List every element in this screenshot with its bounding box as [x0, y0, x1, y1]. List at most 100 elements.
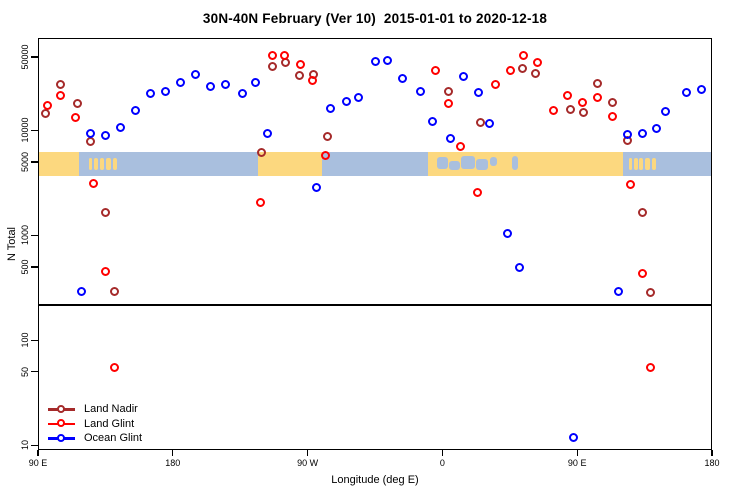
- data-point: [531, 68, 541, 78]
- map-band: [39, 152, 711, 176]
- island: [634, 157, 639, 171]
- data-point: [517, 63, 527, 73]
- island: [89, 157, 93, 171]
- data-point: [613, 286, 623, 296]
- legend-symbol-circle: [57, 419, 65, 427]
- land-segment: [428, 152, 624, 176]
- data-point: [579, 107, 589, 117]
- inland-water: [461, 155, 475, 169]
- data-point: [279, 51, 289, 61]
- legend-label: Ocean Glint: [84, 432, 143, 444]
- data-point: [505, 65, 515, 75]
- x-tick-label: 180: [165, 458, 181, 468]
- data-point: [325, 104, 335, 114]
- data-point: [427, 116, 437, 126]
- data-point: [370, 56, 380, 66]
- data-point: [592, 78, 602, 88]
- data-point: [206, 81, 216, 91]
- data-point: [472, 188, 482, 198]
- data-point: [637, 208, 647, 218]
- data-point: [445, 133, 455, 143]
- data-point: [444, 86, 454, 96]
- data-point: [116, 122, 126, 132]
- data-point: [267, 51, 277, 61]
- data-point: [237, 88, 247, 98]
- data-point: [622, 130, 632, 140]
- y-tick-mark: [31, 266, 38, 268]
- x-tick-label: 0: [439, 458, 445, 468]
- data-point: [474, 87, 484, 97]
- x-tick-label: 90 E: [28, 458, 48, 468]
- data-point: [430, 65, 440, 75]
- data-point: [86, 129, 96, 139]
- data-point: [456, 142, 466, 152]
- data-point: [146, 88, 156, 98]
- inland-water: [512, 155, 519, 170]
- data-point: [646, 363, 656, 373]
- y-tick-label: 50: [20, 366, 30, 377]
- data-point: [514, 262, 524, 272]
- island: [94, 157, 99, 171]
- data-point: [101, 267, 111, 277]
- data-point: [342, 97, 352, 107]
- data-point: [697, 84, 707, 94]
- data-point: [475, 118, 485, 127]
- data-point: [577, 98, 587, 108]
- data-point: [354, 92, 364, 102]
- x-tick-mark: [576, 450, 578, 456]
- y-tick-mark: [31, 129, 38, 131]
- data-point: [72, 99, 82, 109]
- y-tick-mark: [31, 444, 38, 446]
- data-point: [251, 77, 261, 87]
- data-point: [176, 77, 186, 87]
- legend-label: Land Glint: [84, 417, 135, 430]
- land-segment: [39, 152, 80, 176]
- legend-symbol-circle: [57, 433, 65, 442]
- x-tick-mark: [37, 450, 39, 456]
- y-tick-mark: [31, 371, 38, 373]
- x-tick-mark: [307, 450, 309, 456]
- inland-water: [449, 160, 460, 170]
- data-point: [490, 79, 500, 89]
- data-point: [263, 129, 273, 139]
- inland-water: [476, 159, 489, 170]
- y-axis-label: N Total: [6, 226, 18, 262]
- data-point: [484, 119, 494, 129]
- data-point: [607, 111, 617, 121]
- island: [638, 157, 644, 171]
- data-point: [397, 74, 407, 84]
- y-tick-label: 5000: [20, 151, 30, 173]
- data-point: [549, 106, 559, 116]
- data-point: [415, 86, 425, 96]
- data-point: [56, 91, 66, 101]
- data-point: [110, 363, 120, 373]
- data-point: [519, 51, 529, 61]
- plot-area: Land Nadir Land Glint Ocean Glint: [38, 38, 712, 450]
- inland-water: [489, 157, 498, 167]
- island: [652, 157, 657, 171]
- data-point: [607, 98, 617, 108]
- data-point: [110, 286, 120, 296]
- data-point: [625, 179, 635, 189]
- data-point: [307, 75, 317, 85]
- y-tick-label: 1000: [20, 225, 30, 246]
- data-point: [502, 229, 512, 239]
- island: [644, 157, 651, 171]
- inland-water: [437, 157, 448, 169]
- y-tick-label: 10000: [20, 117, 30, 143]
- data-point: [191, 70, 201, 80]
- y-tick-label: 50000: [20, 44, 30, 70]
- data-point: [77, 286, 87, 296]
- data-point: [131, 106, 141, 116]
- y-tick-label: 500: [20, 259, 30, 275]
- x-tick-label: 90 E: [567, 458, 587, 468]
- data-point: [459, 71, 469, 81]
- data-point: [321, 151, 331, 161]
- island: [629, 157, 633, 171]
- data-point: [592, 92, 602, 102]
- x-tick-label: 180: [704, 458, 720, 468]
- legend-label: Land Nadir: [84, 403, 138, 415]
- y-tick-label: 100: [20, 332, 30, 348]
- island: [105, 157, 111, 171]
- data-point: [257, 148, 267, 158]
